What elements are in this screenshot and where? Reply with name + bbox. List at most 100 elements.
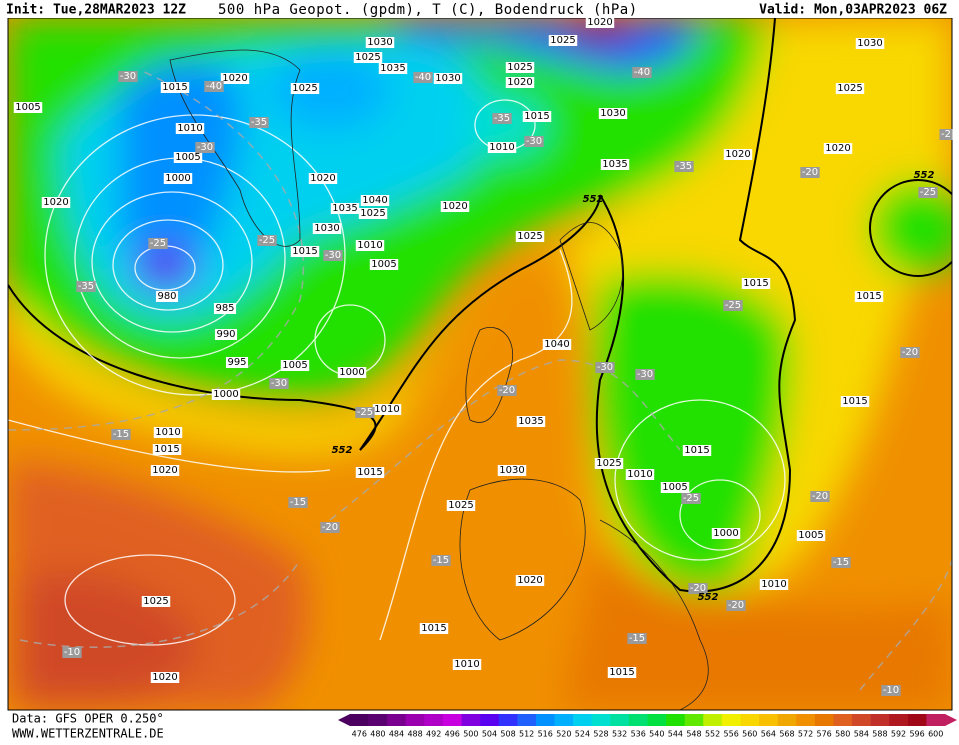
pressure-label-group: 1010 (355, 240, 385, 251)
pressure-label: 1025 (837, 83, 862, 94)
pressure-label: 1015 (684, 445, 709, 456)
temperature-label: -20 (728, 600, 744, 611)
temperature-label: -35 (676, 161, 692, 172)
pressure-label-box (440, 201, 470, 212)
temperature-label: -30 (197, 142, 213, 153)
pressure-label: 1025 (360, 208, 385, 219)
header-strip (0, 0, 959, 18)
temperature-label: -25 (725, 300, 741, 311)
pressure-label-box (211, 389, 241, 400)
colorbar-label: 500 (463, 730, 478, 739)
pressure-label: 1010 (177, 123, 202, 134)
temperature-label-box (62, 647, 82, 658)
temperature-label: -25 (259, 235, 275, 246)
pressure-label-group: 1015 (854, 291, 884, 302)
temperature-label-box (831, 557, 851, 568)
pressure-label-group: 1020 (585, 17, 615, 28)
temperature-label-box (800, 167, 820, 178)
colorbar-label: 528 (593, 730, 608, 739)
pressure-label: 1015 (842, 396, 867, 407)
pressure-label-box (280, 360, 310, 371)
pressure-label-group: 1015 (290, 246, 320, 257)
pressure-label-box (594, 458, 624, 469)
pressure-label: 1020 (507, 77, 532, 88)
pressure-label-box (497, 465, 527, 476)
pressure-label-box (355, 240, 385, 251)
temperature-label-group: -30 (595, 362, 615, 373)
pressure-label-box (330, 203, 360, 214)
temperature-label-group: -25 (257, 235, 277, 246)
temperature-label: -35 (78, 281, 94, 292)
pressure-label-box (835, 83, 865, 94)
colorbar-swatch (573, 714, 593, 726)
colorbar-label: 504 (482, 730, 497, 739)
pressure-label-box (823, 143, 853, 154)
pressure-label-box (378, 63, 408, 74)
pressure-label-box (625, 469, 655, 480)
pressure-label: 1015 (421, 623, 446, 634)
colorbar-swatch (870, 714, 890, 726)
contour-label-group: 552 (914, 170, 935, 181)
pressure-label-box (13, 102, 43, 113)
pressure-label-box (372, 404, 402, 415)
pressure-label-group: 1000 (711, 528, 741, 539)
pressure-label: 1020 (825, 143, 850, 154)
pressure-label: 1025 (292, 83, 317, 94)
colorbar-label: 568 (779, 730, 794, 739)
pressure-label-group: 1025 (835, 83, 865, 94)
temperature-label-box (288, 497, 308, 508)
temperature-label-box (492, 113, 512, 124)
pressure-label-box (337, 367, 367, 378)
colorbar-label: 592 (891, 730, 906, 739)
temperature-label: -15 (433, 555, 449, 566)
pressure-label: 1005 (15, 102, 40, 113)
temperature-label-group: -25 (723, 300, 743, 311)
pressure-label-box (358, 208, 388, 219)
pressure-label-box (759, 579, 789, 590)
temperature-label-group: -20 (726, 600, 746, 611)
temperature-label-box (726, 600, 746, 611)
temperature-label-box (918, 187, 938, 198)
temperature-label: -20 (499, 385, 515, 396)
pressure-label-group: 1035 (378, 63, 408, 74)
pressure-label: 995 (227, 357, 246, 368)
colorbar-label: 596 (909, 730, 924, 739)
temperature-label: -25 (357, 407, 373, 418)
pressure-label-group: 1005 (796, 530, 826, 541)
colorbar-swatch (461, 714, 481, 726)
temperature-label-group: -15 (831, 557, 851, 568)
temperature-label-box (269, 378, 289, 389)
pressure-label-group: 1020 (220, 73, 250, 84)
temperature-label: -25 (920, 187, 936, 198)
temperature-label: -40 (634, 67, 650, 78)
temperature-label-group: -20 (900, 347, 920, 358)
temperature-label: -20 (802, 167, 818, 178)
pressure-label: 1000 (713, 528, 738, 539)
pressure-label: 1020 (152, 672, 177, 683)
pressure-label-group: 1020 (723, 149, 753, 160)
contour-label: 552 (583, 194, 604, 205)
pressure-label-group: 1040 (542, 339, 572, 350)
pressure-label-box (452, 659, 482, 670)
colorbar-swatch (907, 714, 927, 726)
pressure-label-box (360, 195, 390, 206)
temperature-label-box (257, 235, 277, 246)
pressure-label-group: 1030 (365, 37, 395, 48)
pressure-label-group: 1020 (505, 77, 535, 88)
colorbar-swatch (833, 714, 853, 726)
temperature-label-group: -10 (881, 685, 901, 696)
temperature-label: -30 (120, 71, 136, 82)
pressure-label-group: 1025 (358, 208, 388, 219)
pressure-label: 1025 (143, 596, 168, 607)
temperature-label: -30 (637, 369, 653, 380)
pressure-label: 1015 (609, 667, 634, 678)
colorbar-swatch (368, 714, 388, 726)
colorbar-label: 508 (500, 730, 515, 739)
pressure-label-group: 1005 (280, 360, 310, 371)
pressure-label-box (419, 623, 449, 634)
temperature-label-box (111, 429, 131, 440)
colorbar-swatch (759, 714, 778, 726)
pressure-label: 1010 (489, 142, 514, 153)
colorbar-arrow-left (338, 714, 350, 726)
temperature-label-group: -30 (195, 142, 215, 153)
